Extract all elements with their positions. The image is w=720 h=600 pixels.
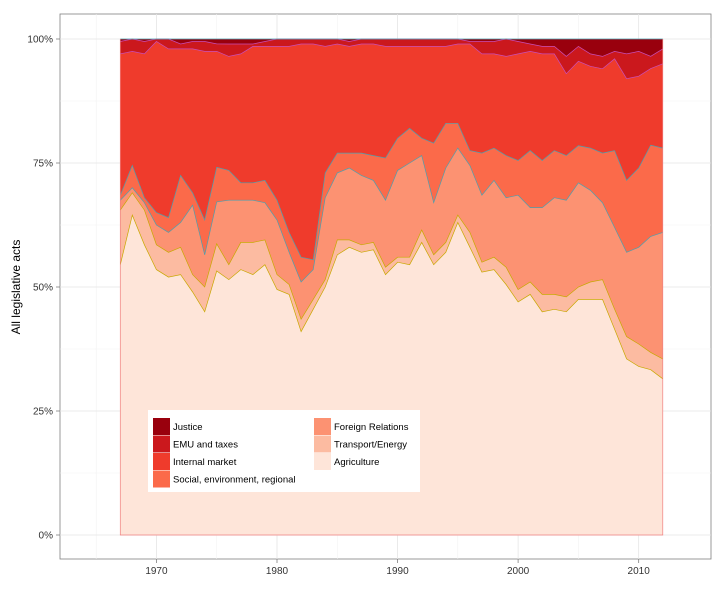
- area-internal-market: [120, 41, 663, 260]
- x-tick-label: 1980: [266, 566, 289, 577]
- y-axis: 0% 25% 50% 75% 100%: [27, 35, 60, 542]
- legend-swatch: [314, 453, 331, 470]
- x-tick-label: 2010: [628, 566, 651, 577]
- area-edge-line: [120, 41, 663, 80]
- x-tick-label: 1970: [145, 566, 168, 577]
- area-edge-line: [120, 192, 663, 360]
- y-tick-label: 50%: [33, 283, 53, 294]
- legend-swatch: [314, 435, 331, 453]
- legend-label: Foreign Relations: [334, 422, 409, 433]
- legend-box: [148, 410, 420, 492]
- legend-label: EMU and taxes: [173, 440, 238, 451]
- area-edge-line: [119, 122, 663, 261]
- legend-label: Agriculture: [334, 457, 379, 468]
- legend-swatch: [153, 470, 170, 488]
- area-edge-line: [119, 213, 664, 380]
- y-axis-label: All legislative acts: [9, 240, 23, 335]
- x-tick-label: 2000: [507, 566, 530, 577]
- area-foreign-relations: [120, 148, 663, 359]
- area-emu-and-taxes: [120, 39, 663, 79]
- y-tick-label: 0%: [39, 531, 54, 542]
- legend-label: Justice: [173, 422, 203, 433]
- legend-swatch: [153, 435, 170, 453]
- legend-swatch: [153, 453, 170, 470]
- legend: Justice EMU and taxes Internal market Socia…: [148, 410, 420, 492]
- y-tick-label: 75%: [33, 159, 53, 170]
- y-tick-label: 100%: [27, 35, 53, 46]
- legend-label: Internal market: [173, 457, 237, 468]
- x-axis: 1970 1980 1990 2000 2010: [145, 559, 650, 577]
- area-social-environment-regional: [120, 123, 663, 282]
- area-outline: [119, 39, 664, 536]
- legend-swatch: [314, 418, 331, 435]
- legend-label: Transport/Energy: [334, 440, 407, 451]
- y-tick-label: 25%: [33, 407, 53, 418]
- legend-swatch: [153, 418, 170, 435]
- legend-label: Social, environment, regional: [173, 475, 296, 486]
- x-tick-label: 1990: [386, 566, 409, 577]
- area-edge-line: [120, 147, 663, 283]
